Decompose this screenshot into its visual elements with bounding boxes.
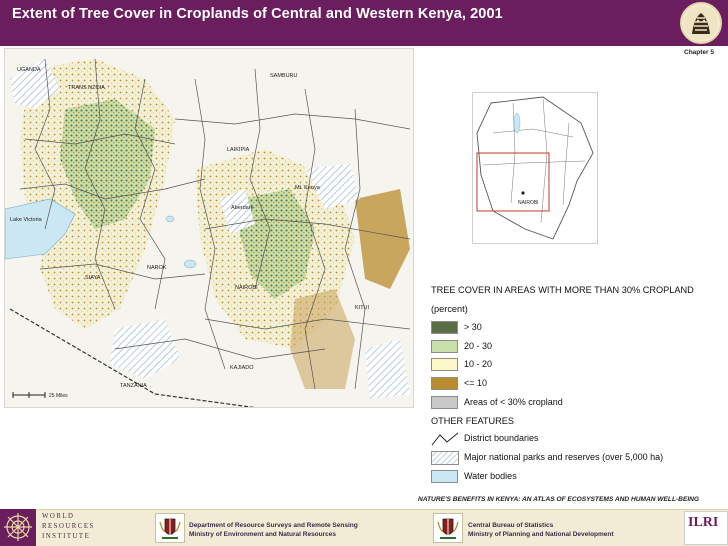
international-boundary — [9, 308, 255, 407]
atlas-title: NATURE'S BENEFITS IN KENYA: AN ATLAS OF … — [418, 496, 700, 503]
kenya-inset-svg: NAIROBI — [476, 96, 594, 240]
wri-name: WORLD RESOURCES INSTITUTE — [42, 512, 95, 542]
kenya-coat-of-arms-icon — [433, 513, 463, 543]
map-label: NAROK — [147, 265, 167, 271]
line-icon — [431, 432, 459, 451]
map-label: SAMBURU — [270, 73, 298, 79]
district-boundaries — [19, 58, 411, 390]
inset-map: NAIROBI — [472, 92, 598, 244]
wri-logo-icon — [0, 509, 36, 546]
western-high-cover-area — [60, 99, 155, 229]
legend-label: <= 10 — [464, 378, 488, 388]
map-label: NAIROBI — [235, 285, 258, 291]
map-label: TRANS NZOIA — [68, 85, 105, 91]
cbs-line: Central Bureau of Statistics — [468, 522, 554, 529]
zebra-logo-icon — [680, 2, 722, 44]
wri-line: INSTITUTE — [42, 533, 91, 540]
legend-item: 20 - 30 — [431, 340, 726, 354]
cbs-credit: Central Bureau of Statistics Ministry of… — [468, 521, 614, 539]
legend-label: Major national parks and reserves (over … — [464, 452, 664, 462]
legend-item: District boundaries — [431, 432, 726, 446]
kenya-coat-of-arms-icon — [155, 513, 185, 543]
dept-credit: Department of Resource Surveys and Remot… — [189, 521, 358, 539]
legend-item: <= 10 — [431, 377, 726, 391]
cbs-line: Ministry of Planning and National Develo… — [468, 531, 614, 538]
map-label: LAIKIPIA — [227, 147, 250, 153]
lake-nakuru — [165, 215, 175, 223]
legend-label: Areas of < 30% cropland — [464, 397, 563, 407]
scale-bar: 25 Miles — [12, 392, 68, 399]
lake-naivasha — [183, 259, 197, 269]
legend-label: Water bodies — [464, 471, 517, 481]
legend-title: TREE COVER IN AREAS WITH MORE THAN 30% C… — [431, 285, 694, 295]
legend-item: Areas of < 30% cropland — [431, 396, 726, 410]
dept-line: Department of Resource Surveys and Remot… — [189, 522, 358, 529]
map-label: SIAYA — [85, 275, 101, 281]
inset-nairobi-label: NAIROBI — [518, 200, 539, 206]
legend-label: > 30 — [464, 322, 482, 332]
other-features-title: OTHER FEATURES — [431, 416, 515, 426]
map-label: KITUI — [355, 305, 370, 311]
footer-bar — [0, 509, 728, 546]
map-label: TANZANIA — [120, 383, 147, 389]
wri-line: RESOURCES — [42, 523, 95, 530]
legend-swatch — [431, 340, 458, 353]
ilri-logo: ILRI — [684, 511, 728, 545]
legend-label: 20 - 30 — [464, 341, 493, 351]
scale-bar-label: 25 Miles — [49, 393, 68, 399]
kenya-tree-cover-map: UGANDA TANZANIA SAMBURU LAIKIPIA NAIROBI… — [5, 49, 413, 407]
inset-extent-box — [476, 152, 550, 212]
park-elgon — [10, 59, 60, 109]
southern-low-cover-area — [290, 289, 355, 389]
legend-label: 10 - 20 — [464, 359, 493, 369]
legend-item: > 30 — [431, 321, 726, 335]
legend-item: Water bodies — [431, 470, 726, 484]
park-aberdare — [220, 189, 255, 234]
legend-item: Major national parks and reserves (over … — [431, 451, 726, 465]
legend-item: 10 - 20 — [431, 358, 726, 372]
park-tsavo — [365, 339, 410, 399]
water-icon — [431, 470, 458, 483]
map-label: Mt. Kenya — [295, 185, 321, 191]
main-map: UGANDA TANZANIA SAMBURU LAIKIPIA NAIROBI… — [4, 48, 414, 408]
legend-swatch — [431, 377, 458, 390]
map-label: Aberdare — [231, 205, 254, 211]
ilri-logo-text: ILRI — [688, 515, 719, 530]
park-mara — [110, 319, 180, 379]
legend-swatch — [431, 396, 458, 409]
legend-swatch — [431, 358, 458, 371]
legend-swatch — [431, 321, 458, 334]
park-mt-kenya — [305, 164, 360, 209]
legend-label: District boundaries — [464, 433, 539, 443]
map-label: KAJIADO — [230, 365, 254, 371]
lake-victoria — [5, 198, 76, 260]
hatch-icon — [431, 451, 459, 470]
chapter-label: Chapter 5 — [684, 49, 714, 56]
map-label: UGANDA — [17, 67, 41, 73]
legend-subtitle: (percent) — [431, 304, 468, 314]
map-label: Lake Victoria — [10, 217, 43, 223]
eastern-low-cover-area — [355, 189, 410, 289]
central-high-cover-area — [240, 189, 315, 299]
page-title: Extent of Tree Cover in Croplands of Cen… — [12, 6, 503, 22]
wri-line: WORLD — [42, 513, 75, 520]
dept-line: Ministry of Environment and Natural Reso… — [189, 531, 337, 538]
header-bar: Extent of Tree Cover in Croplands of Cen… — [0, 0, 728, 46]
nairobi-dot-icon — [521, 191, 525, 195]
